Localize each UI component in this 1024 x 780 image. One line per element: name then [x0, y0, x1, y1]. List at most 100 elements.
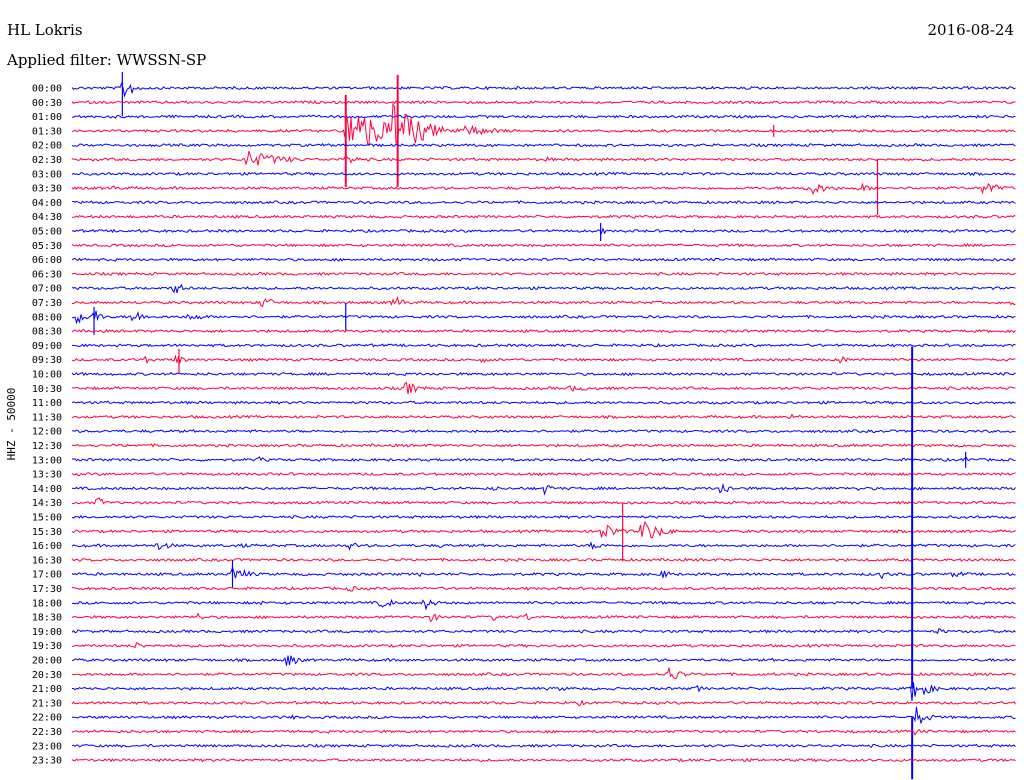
row-label: 23:30 — [32, 756, 62, 767]
trace-row — [71, 382, 1016, 395]
row-label: 08:30 — [32, 327, 62, 338]
trace-row — [71, 566, 1016, 580]
trace-row — [71, 456, 1016, 462]
trace-row — [71, 482, 1016, 496]
row-label: 02:30 — [32, 155, 62, 166]
row-label: 06:00 — [32, 255, 62, 266]
row-label: 07:30 — [32, 298, 62, 309]
row-label: 19:30 — [32, 641, 62, 652]
row-label: 22:30 — [32, 727, 62, 738]
trace-row — [71, 200, 1016, 205]
row-label: 17:30 — [32, 584, 62, 595]
row-label: 16:00 — [32, 541, 62, 552]
row-label: 04:30 — [32, 212, 62, 223]
row-label: 12:30 — [32, 441, 62, 452]
trace-row — [71, 514, 1016, 520]
trace-row — [71, 214, 1016, 219]
row-label: 08:00 — [32, 312, 62, 323]
trace-row — [71, 706, 1016, 724]
row-label: 22:00 — [32, 713, 62, 724]
trace-row — [71, 354, 1016, 365]
row-label: 03:30 — [32, 184, 62, 195]
trace-row — [71, 81, 1016, 98]
seismic-traces — [71, 72, 1016, 780]
trace-row — [71, 729, 1016, 736]
row-label: 01:00 — [32, 112, 62, 123]
trace-row — [71, 557, 1016, 563]
row-label: 00:00 — [32, 84, 62, 95]
trace-row — [71, 182, 1016, 195]
trace-row — [71, 257, 1016, 262]
row-label: 16:30 — [32, 555, 62, 566]
trace-row — [71, 171, 1016, 177]
row-label: 09:30 — [32, 355, 62, 366]
trace-row — [71, 655, 1016, 666]
trace-row — [71, 667, 1016, 680]
trace-row — [71, 343, 1016, 348]
trace-row — [71, 743, 1016, 748]
trace-row — [71, 151, 1016, 166]
trace-row — [71, 310, 1016, 325]
station-title: HL Lokris — [7, 21, 83, 39]
trace-row — [71, 598, 1016, 611]
trace-row — [71, 612, 1016, 623]
trace-row — [71, 497, 1016, 505]
trace-row — [71, 413, 1016, 420]
trace-row — [71, 627, 1016, 635]
row-label: 14:30 — [32, 498, 62, 509]
row-label: 07:00 — [32, 284, 62, 295]
y-axis-label: HHZ - 50000 — [5, 388, 18, 461]
trace-row — [71, 100, 1016, 105]
row-label: 20:30 — [32, 670, 62, 681]
trace-row — [71, 541, 1016, 551]
row-label: 18:00 — [32, 598, 62, 609]
row-label: 10:30 — [32, 384, 62, 395]
row-label: 11:00 — [32, 398, 62, 409]
row-label: 21:30 — [32, 698, 62, 709]
trace-row — [71, 283, 1016, 294]
trace-row — [71, 699, 1016, 707]
row-label: 04:00 — [32, 198, 62, 209]
plot-date: 2016-08-24 — [927, 21, 1014, 39]
trace-row — [71, 472, 1016, 477]
trace-row — [71, 102, 1016, 146]
trace-row — [71, 226, 1016, 235]
row-label: 20:00 — [32, 656, 62, 667]
trace-row — [71, 682, 1016, 702]
row-label: 05:30 — [32, 241, 62, 252]
trace-row — [71, 757, 1016, 763]
trace-row — [72, 296, 1016, 308]
row-label: 15:30 — [32, 527, 62, 538]
trace-row — [71, 114, 1016, 119]
row-label: 06:30 — [32, 269, 62, 280]
trace-row — [71, 443, 1016, 448]
row-label: 19:00 — [32, 627, 62, 638]
row-label: 10:00 — [32, 370, 62, 381]
row-label: 18:30 — [32, 613, 62, 624]
row-label: 17:00 — [32, 570, 62, 581]
trace-row — [71, 142, 1016, 148]
row-label: 21:00 — [32, 684, 62, 695]
row-label: 13:30 — [32, 470, 62, 481]
row-time-labels: 00:00 00:30 01:00 01:30 02:00 02:30 03:00 03:30… — [32, 84, 62, 767]
row-label: 11:30 — [32, 412, 62, 423]
trace-row — [71, 428, 1016, 434]
trace-row — [71, 242, 1016, 248]
trace-row — [71, 400, 1016, 405]
row-label: 14:00 — [32, 484, 62, 495]
row-label: 00:30 — [32, 98, 62, 109]
row-label: 09:00 — [32, 341, 62, 352]
trace-row — [71, 520, 1016, 539]
row-label: 13:00 — [32, 455, 62, 466]
row-label: 15:00 — [32, 513, 62, 524]
trace-row — [71, 328, 1016, 334]
filter-label: Applied filter: WWSSN-SP — [7, 51, 207, 69]
row-label: 01:30 — [32, 126, 62, 137]
trace-row — [71, 371, 1016, 377]
row-label: 05:00 — [32, 227, 62, 238]
row-label: 03:00 — [32, 169, 62, 180]
row-label: 23:00 — [32, 741, 62, 752]
trace-row — [71, 271, 1016, 277]
trace-row — [71, 585, 1016, 592]
